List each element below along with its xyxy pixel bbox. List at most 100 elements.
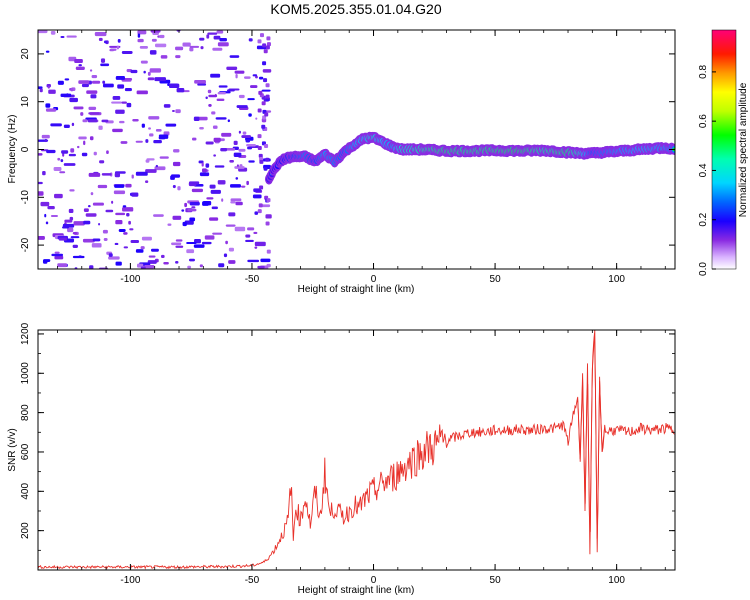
noise-blob xyxy=(64,219,73,223)
colorbar-tick-label: 0.6 xyxy=(698,114,709,128)
noise-blob xyxy=(159,156,169,159)
noise-blob xyxy=(216,98,225,102)
noise-blob xyxy=(246,143,256,147)
noise-blob xyxy=(160,55,168,59)
noise-blob xyxy=(115,76,125,80)
noise-blob xyxy=(123,246,129,249)
noise-blob xyxy=(88,172,101,177)
noise-blob xyxy=(236,164,239,167)
noise-blob xyxy=(235,201,243,206)
noise-blob xyxy=(265,94,270,99)
noise-blob xyxy=(217,92,227,95)
noise-blob xyxy=(45,221,49,225)
noise-blob xyxy=(94,31,107,37)
noise-blob xyxy=(98,223,101,226)
noise-blob xyxy=(172,215,182,220)
noise-blob xyxy=(98,125,103,130)
noise-blob xyxy=(91,80,101,84)
noise-blob xyxy=(67,227,74,233)
noise-blob xyxy=(89,69,93,72)
noise-blob xyxy=(235,73,238,79)
spectrogram-ytick-label: 10 xyxy=(20,96,31,108)
noise-blob xyxy=(258,203,263,208)
spectrogram-xtick-label: 0 xyxy=(371,274,377,285)
snr-ytick-label: 600 xyxy=(20,443,31,460)
colorbar-tick-label: 0.4 xyxy=(698,163,709,177)
noise-blob xyxy=(221,132,232,137)
noise-blob xyxy=(149,68,162,73)
noise-blob xyxy=(117,84,125,89)
noise-blob xyxy=(252,74,258,77)
noise-blob xyxy=(262,61,267,66)
noise-blob xyxy=(122,205,127,208)
noise-blob xyxy=(121,50,133,54)
noise-blob xyxy=(89,136,94,141)
noise-blob xyxy=(226,89,235,92)
noise-blob xyxy=(119,120,125,124)
noise-blob xyxy=(62,152,65,157)
noise-blob xyxy=(193,244,205,248)
noise-blob xyxy=(111,200,114,204)
noise-blob xyxy=(265,157,270,162)
noise-blob xyxy=(171,174,181,178)
noise-blob xyxy=(57,263,67,268)
noise-blob xyxy=(253,188,261,193)
noise-blob xyxy=(187,208,197,212)
snr-line xyxy=(38,333,675,570)
noise-blob xyxy=(248,38,253,42)
noise-blob xyxy=(72,232,78,235)
noise-blob xyxy=(205,163,210,168)
spectrogram-xtick-label: -100 xyxy=(120,274,140,285)
noise-blob xyxy=(115,261,122,266)
noise-blob xyxy=(44,138,48,143)
noise-blob xyxy=(169,83,180,89)
noise-blob xyxy=(78,64,82,67)
noise-blob xyxy=(59,171,66,174)
spectrogram-marks xyxy=(38,30,675,269)
noise-blob xyxy=(158,134,169,139)
noise-blob xyxy=(137,30,147,35)
noise-blob xyxy=(71,122,75,127)
noise-blob xyxy=(130,239,140,244)
noise-blob xyxy=(260,204,271,208)
noise-blob xyxy=(253,231,258,234)
noise-blob xyxy=(161,254,165,259)
noise-blob xyxy=(261,101,266,106)
noise-blob xyxy=(230,201,236,204)
noise-blob xyxy=(201,168,207,173)
noise-blob xyxy=(175,109,181,114)
noise-blob xyxy=(199,264,203,268)
noise-blob xyxy=(92,202,104,206)
snr-axes: -100 -50 0 50 100 200 400 600 800 1000 1200 xyxy=(20,322,675,586)
noise-blob xyxy=(191,206,196,209)
noise-blob xyxy=(230,198,242,202)
noise-blob xyxy=(102,80,106,84)
noise-blob xyxy=(204,235,215,240)
noise-blob xyxy=(50,214,58,218)
noise-blob xyxy=(128,220,131,225)
noise-blob xyxy=(259,33,264,38)
noise-blob xyxy=(112,95,121,100)
noise-blob xyxy=(266,249,271,254)
noise-blob xyxy=(113,190,126,195)
noise-blob xyxy=(137,38,144,43)
noise-blob xyxy=(141,236,152,241)
noise-blob xyxy=(201,241,212,245)
noise-blob xyxy=(258,90,263,95)
noise-blob xyxy=(97,184,108,189)
noise-blob xyxy=(70,236,80,239)
noise-blob xyxy=(131,174,134,179)
noise-blob xyxy=(250,85,258,89)
noise-blob xyxy=(114,242,119,246)
noise-blob xyxy=(248,113,252,117)
noise-blob xyxy=(139,46,148,49)
noise-blob xyxy=(254,241,266,247)
noise-blob xyxy=(125,183,132,188)
noise-blob xyxy=(88,106,97,111)
noise-blob xyxy=(87,205,91,208)
noise-blob xyxy=(212,125,218,129)
noise-blob xyxy=(258,153,263,158)
noise-blob xyxy=(212,47,223,51)
noise-blob xyxy=(45,108,57,112)
